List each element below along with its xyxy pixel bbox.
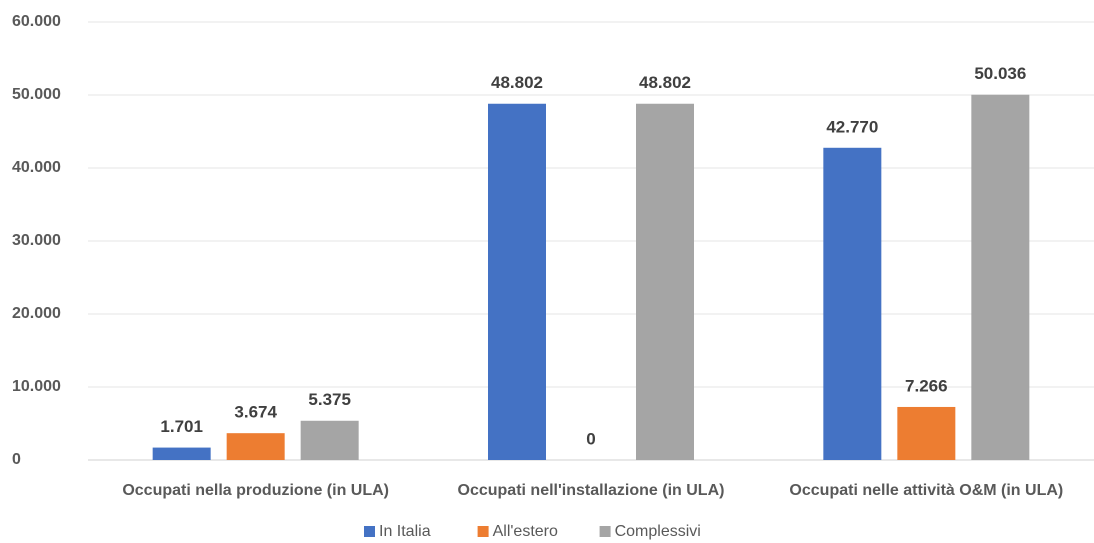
value-label: 7.266 bbox=[905, 376, 948, 395]
legend-label: In Italia bbox=[379, 523, 431, 540]
value-label: 48.802 bbox=[639, 73, 691, 92]
x-tick-label: Occupati nella produzione (in ULA) bbox=[122, 482, 389, 499]
y-tick-label: 10.000 bbox=[12, 378, 61, 395]
x-tick-label: Occupati nell'installazione (in ULA) bbox=[458, 482, 725, 499]
value-label: 0 bbox=[586, 429, 595, 448]
legend-swatch bbox=[364, 526, 375, 537]
bar bbox=[636, 103, 694, 461]
y-tick-label: 20.000 bbox=[12, 305, 61, 322]
bar bbox=[226, 433, 285, 460]
value-label: 1.701 bbox=[160, 417, 203, 436]
value-label: 5.375 bbox=[308, 390, 351, 409]
x-tick-label: Occupati nelle attività O&M (in ULA) bbox=[789, 482, 1063, 499]
bar bbox=[300, 420, 359, 460]
legend-label: Complessivi bbox=[615, 523, 701, 540]
y-tick-label: 60.000 bbox=[12, 13, 61, 30]
bar bbox=[971, 94, 1030, 461]
legend-swatch bbox=[477, 526, 489, 537]
y-tick-label: 0 bbox=[12, 451, 21, 468]
legend-label: All'estero bbox=[493, 523, 558, 540]
value-label: 48.802 bbox=[491, 73, 543, 92]
bar bbox=[152, 447, 211, 460]
y-tick-label: 30.000 bbox=[12, 232, 61, 249]
value-label: 50.036 bbox=[974, 64, 1026, 83]
bar bbox=[488, 103, 546, 461]
y-tick-label: 50.000 bbox=[12, 86, 61, 103]
y-tick-label: 40.000 bbox=[12, 159, 61, 176]
bar bbox=[823, 147, 882, 461]
legend-swatch bbox=[599, 526, 611, 537]
bar bbox=[897, 406, 956, 460]
value-label: 3.674 bbox=[234, 403, 277, 422]
value-label: 42.770 bbox=[826, 117, 878, 136]
